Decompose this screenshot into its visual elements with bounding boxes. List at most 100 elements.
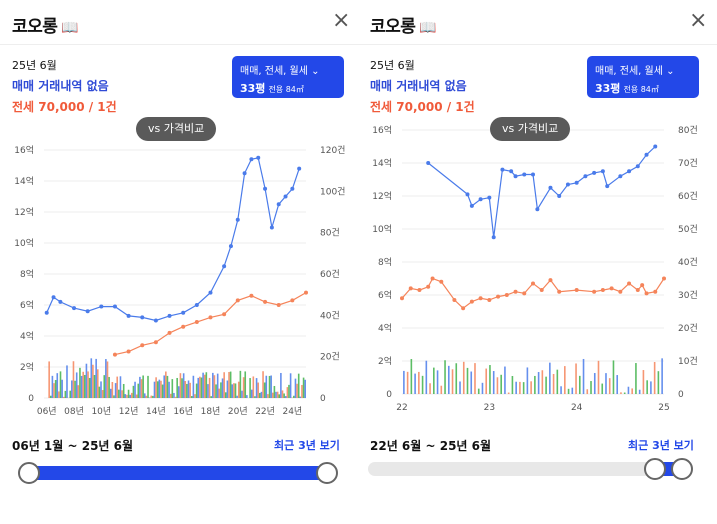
volume-bar: [54, 380, 57, 398]
volume-bar: [242, 377, 245, 398]
volume-bar: [560, 386, 562, 394]
deal-type-label: 매매, 전세, 월세: [240, 66, 308, 77]
volume-bar: [152, 395, 154, 398]
y2-tick-label: 60건: [678, 191, 698, 202]
rent-price-point: [574, 288, 579, 293]
volume-bar: [203, 374, 206, 398]
volume-bar: [121, 390, 123, 398]
volume-bar: [650, 381, 652, 394]
volume-bar: [271, 392, 274, 398]
x-tick-label: 12년: [119, 406, 139, 417]
rent-status: 전세 70,000 / 1건: [370, 100, 475, 114]
volume-bar: [263, 382, 266, 398]
recent-3y-button[interactable]: 최근 3년 보기: [628, 439, 694, 452]
volume-bar: [414, 373, 416, 394]
sale-price-point: [535, 207, 540, 212]
volume-bar: [234, 383, 237, 398]
sale-price-point: [548, 185, 553, 190]
volume-bar: [406, 371, 409, 394]
volume-bar: [118, 389, 120, 398]
sale-price-point: [99, 304, 104, 309]
sale-price-point: [574, 180, 579, 185]
volume-bar: [215, 384, 217, 398]
volume-bar: [153, 381, 156, 398]
compare-button[interactable]: vs 가격비교: [136, 117, 217, 141]
sale-price-point: [500, 167, 505, 172]
volume-bar: [297, 373, 300, 398]
range-track[interactable]: [22, 466, 330, 480]
volume-bar: [281, 390, 284, 398]
volume-bar: [638, 389, 641, 394]
range-end-handle[interactable]: [316, 462, 338, 484]
volume-bar: [276, 391, 279, 398]
volume-bar: [156, 381, 159, 398]
volume-bar: [293, 395, 295, 398]
rent-price-point: [140, 343, 145, 348]
x-tick-label: 18년: [201, 406, 221, 417]
volume-bar: [58, 391, 60, 398]
range-start-handle[interactable]: [644, 458, 666, 480]
volume-bar: [275, 391, 277, 398]
volume-bar: [496, 377, 499, 394]
volume-bar: [122, 383, 125, 398]
volume-bar: [87, 371, 89, 398]
deal-type-selector[interactable]: 매매, 전세, 월세 ⌄ 33평 전용 84㎡: [232, 56, 344, 98]
y-tick-label: 14억: [14, 175, 34, 187]
y2-tick-label: 120건: [320, 145, 345, 156]
complex-title: 코오롱 📖: [12, 17, 79, 37]
volume-bar: [593, 373, 596, 394]
range-track[interactable]: [368, 462, 688, 476]
rent-price-point: [249, 293, 254, 298]
volume-bar: [165, 371, 167, 398]
rent-price-point: [513, 289, 518, 294]
volume-bar: [590, 381, 592, 394]
volume-bar: [80, 375, 83, 398]
volume-bar: [155, 377, 157, 398]
volume-bar: [286, 387, 289, 398]
volume-bar: [462, 361, 465, 394]
deal-type-selector[interactable]: 매매, 전세, 월세 ⌄ 33평 전용 84㎡: [587, 56, 699, 98]
volume-bar: [101, 390, 104, 398]
price-chart: 0 2억 4억 6억 8억 10억 12억 14억 16억 0 20건 40건 60건 80건 100건 12…: [14, 144, 345, 417]
volume-bar: [184, 380, 187, 398]
range-start-handle[interactable]: [18, 462, 40, 484]
y-tick-label: 14억: [372, 157, 392, 169]
volume-bar: [470, 371, 473, 394]
volume-bar: [289, 373, 292, 398]
compare-button[interactable]: vs 가격비교: [490, 117, 571, 141]
volume-bar: [530, 381, 532, 394]
recent-3y-button[interactable]: 최근 3년 보기: [274, 439, 340, 452]
volume-bar: [126, 394, 128, 398]
volume-bar: [131, 392, 133, 398]
rent-price-point: [194, 320, 199, 325]
divider: [358, 44, 717, 45]
volume-bar: [564, 366, 566, 394]
range-end-handle[interactable]: [671, 458, 693, 480]
volume-bar: [549, 362, 551, 394]
volume-bar: [49, 395, 52, 398]
volume-bar: [608, 378, 611, 394]
y2-tick-label: 100건: [320, 186, 345, 197]
rent-price-point: [290, 298, 295, 303]
x-tick-label: 24: [571, 403, 583, 413]
y-tick-label: 16억: [372, 124, 392, 136]
y-tick-label: 6억: [378, 289, 392, 301]
volume-bar: [567, 388, 570, 394]
close-button[interactable]: ×: [332, 8, 351, 33]
volume-bar: [48, 361, 50, 398]
volume-bar: [541, 370, 544, 394]
map-book-icon[interactable]: 📖: [61, 20, 79, 36]
x-tick-label: 10년: [91, 406, 111, 417]
x-tick-label: 08년: [64, 406, 84, 417]
volume-bar: [61, 379, 63, 398]
right-panel: 코오롱 📖 × 25년 6월 매매 거래내역 없음 전세 70,000 / 1건 …: [358, 0, 717, 524]
close-button[interactable]: ×: [689, 8, 708, 33]
sale-price-point: [605, 184, 610, 189]
rent-price-point: [426, 284, 431, 289]
sale-price-point: [469, 203, 474, 208]
map-book-icon[interactable]: 📖: [419, 20, 437, 36]
volume-bar: [466, 367, 469, 394]
volume-bar: [71, 380, 73, 398]
volume-bar: [132, 385, 135, 398]
sale-price-point: [522, 172, 527, 177]
